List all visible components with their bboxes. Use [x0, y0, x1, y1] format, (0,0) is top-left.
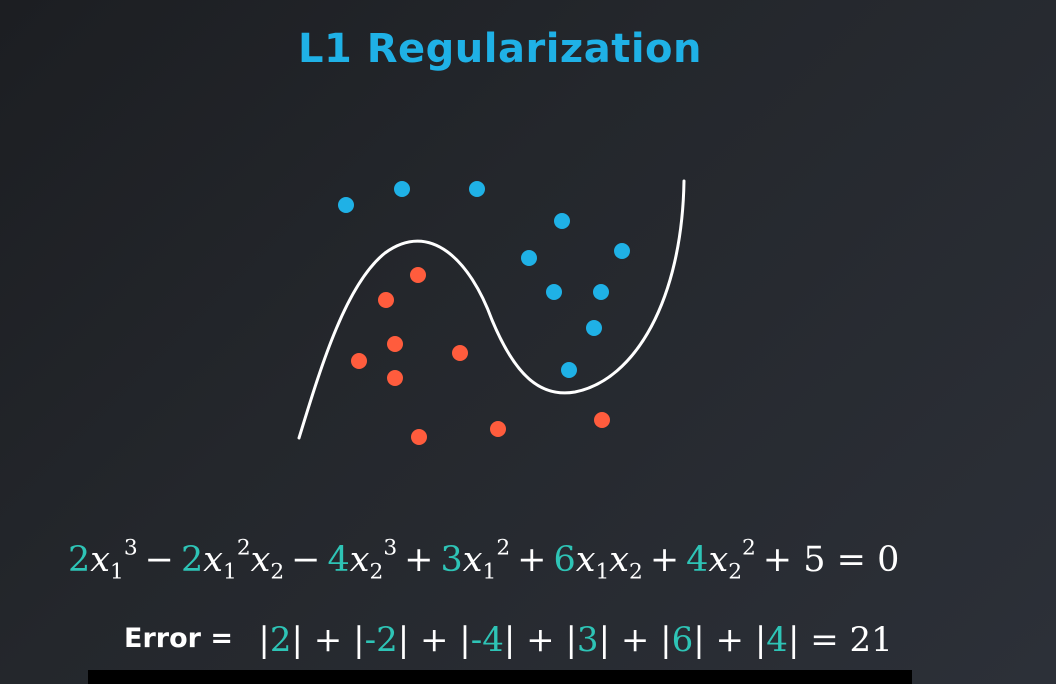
equation-subscript: 2: [270, 559, 285, 585]
blue-point: [561, 362, 577, 378]
equation-exponent: 3: [383, 535, 398, 561]
red-point: [410, 267, 426, 283]
abs-bar: |: [459, 620, 471, 660]
equation-operator: −: [284, 540, 328, 580]
red-point: [452, 345, 468, 361]
red-point: [594, 412, 610, 428]
red-point: [378, 292, 394, 308]
equation-variable: x: [462, 540, 483, 580]
equation-variable: x: [90, 540, 111, 580]
blue-point: [338, 197, 354, 213]
red-point: [490, 421, 506, 437]
equation-coefficient: 4: [686, 540, 709, 580]
equation-subscript: 1: [595, 559, 610, 585]
equation-subscript: 1: [482, 559, 497, 585]
equation-variable: x: [203, 540, 223, 580]
blue-point-group: [338, 181, 630, 378]
equation-operator: +: [642, 540, 687, 580]
error-plus: +: [515, 620, 566, 660]
error-coefficient: 4: [766, 620, 788, 660]
error-plus: +: [704, 620, 755, 660]
equation-coefficient: 6: [553, 540, 576, 580]
equation-exponent: 2: [742, 535, 756, 561]
blue-point: [586, 320, 602, 336]
equation-subscript: 2: [629, 559, 643, 585]
blue-point: [469, 181, 485, 197]
red-point: [411, 429, 427, 445]
red-point: [387, 336, 403, 352]
caption-bar: [88, 670, 912, 684]
equation-operator: +: [510, 540, 554, 580]
equation-variable: x: [349, 540, 370, 580]
error-coefficient: -4: [470, 620, 504, 660]
equation-subscript: 2: [369, 559, 384, 585]
red-point: [387, 370, 403, 386]
abs-bar: |: [397, 620, 410, 660]
equation-exponent: 3: [123, 535, 138, 561]
blue-point: [614, 243, 630, 259]
blue-point: [593, 284, 609, 300]
equation-exponent: 2: [236, 535, 251, 561]
equation-operator: +: [397, 540, 441, 580]
red-point-group: [351, 267, 610, 445]
blue-point: [554, 213, 570, 229]
error-plus: +: [610, 620, 661, 660]
blue-point: [394, 181, 410, 197]
polynomial-equation: 2x13 − 2x12x2 − 4x23 + 3x12 + 6x1x2 + 4x…: [68, 537, 900, 583]
decision-boundary-curve: [297, 179, 686, 440]
equation-constant: + 5 = 0: [755, 540, 900, 580]
equation-variable: x: [250, 540, 271, 580]
equation-subscript: 1: [223, 559, 237, 585]
abs-bar: |: [258, 620, 270, 660]
page-title: L1 Regularization: [298, 26, 702, 72]
blue-point: [521, 250, 537, 266]
equation-variable: x: [609, 540, 630, 580]
red-point: [351, 353, 367, 369]
error-formula: Error = |2| + |-2| + |-4| + |3| + |6| + …: [124, 620, 893, 660]
error-label: Error =: [124, 623, 233, 654]
abs-bar: |: [693, 620, 705, 660]
blue-point: [546, 284, 562, 300]
abs-bar: |: [503, 620, 516, 660]
abs-bar: |: [787, 620, 800, 660]
abs-bar: |: [565, 620, 577, 660]
equation-operator: −: [137, 540, 181, 580]
error-expression: |2| + |-2| + |-4| + |3| + |6| + |4| = 21: [258, 620, 892, 660]
abs-bar: |: [353, 620, 365, 660]
error-coefficient: 6: [671, 620, 694, 660]
equation-coefficient: 2: [68, 540, 91, 580]
error-plus: +: [303, 620, 354, 660]
equation-exponent: 2: [496, 535, 511, 561]
error-coefficient: -2: [364, 620, 398, 660]
abs-bar: |: [754, 620, 767, 660]
equation-variable: x: [575, 540, 596, 580]
abs-bar: |: [598, 620, 611, 660]
abs-bar: |: [660, 620, 672, 660]
equation-coefficient: 4: [327, 540, 350, 580]
abs-bar: |: [291, 620, 303, 660]
error-coefficient: 3: [576, 620, 599, 660]
equation-subscript: 2: [728, 559, 742, 585]
equation-coefficient: 2: [180, 540, 204, 580]
error-plus: +: [409, 620, 460, 660]
equation-variable: x: [708, 540, 729, 580]
error-result: = 21: [799, 620, 893, 660]
error-coefficient: 2: [269, 620, 292, 660]
equation-coefficient: 3: [440, 540, 463, 580]
equation-subscript: 1: [110, 559, 124, 585]
